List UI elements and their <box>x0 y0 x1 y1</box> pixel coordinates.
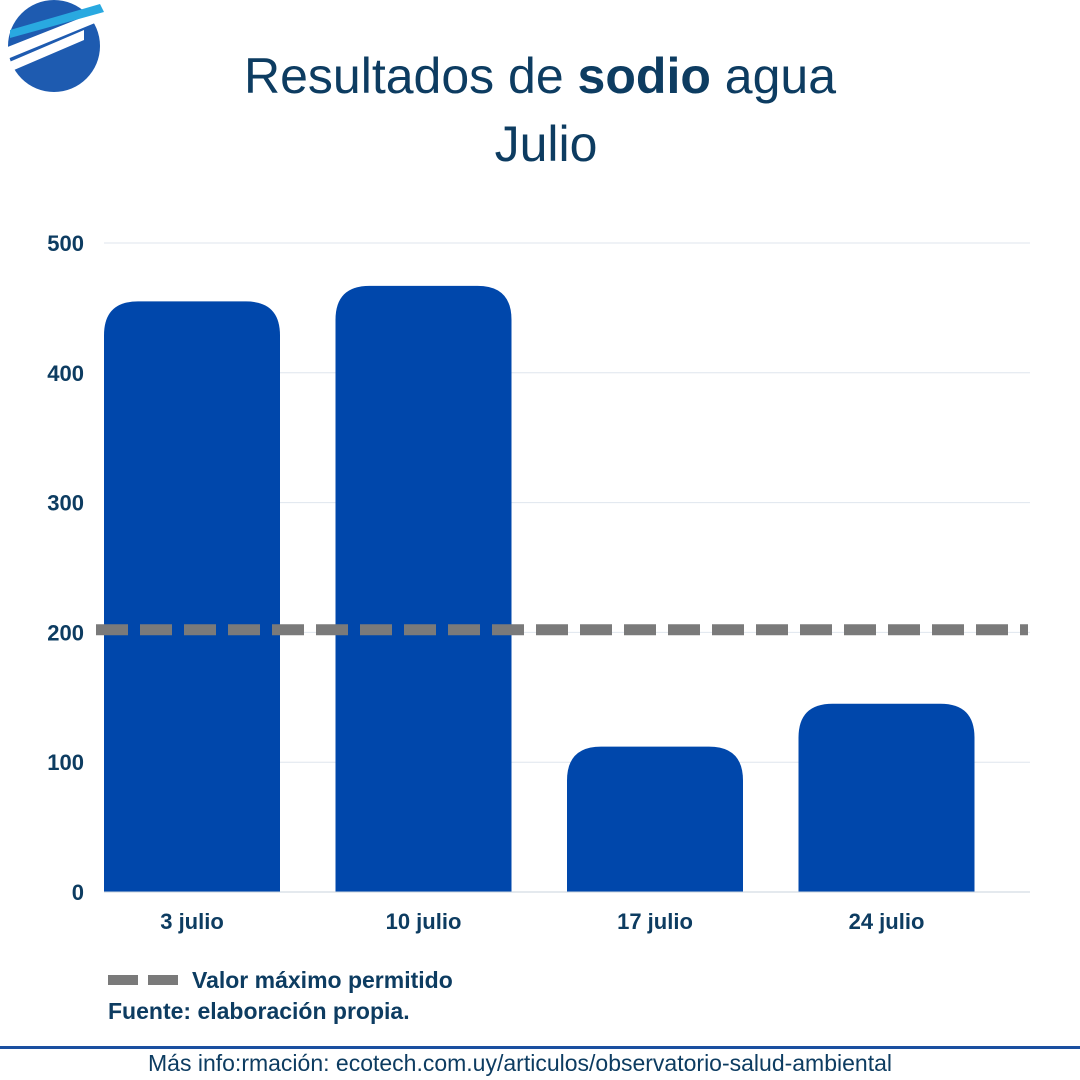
y-tick-label: 100 <box>47 750 84 775</box>
x-category-label: 17 julio <box>617 909 693 934</box>
y-tick-label: 300 <box>47 491 84 516</box>
x-category-label: 3 julio <box>160 909 224 934</box>
logo-icon <box>0 0 112 92</box>
legend-dash-icon <box>108 975 180 985</box>
x-category-label: 10 julio <box>386 909 462 934</box>
x-category-label: 24 julio <box>849 909 925 934</box>
bar <box>335 285 512 893</box>
bar <box>104 301 280 892</box>
chart-subtitle: Julio <box>494 116 598 172</box>
chart-title: Resultados de sodio agua <box>244 48 836 104</box>
y-tick-label: 200 <box>47 620 84 645</box>
y-tick-label: 500 <box>47 231 84 256</box>
bar <box>567 746 743 892</box>
title-bold-word: sodio <box>577 48 711 104</box>
source-note: Fuente: elaboración propia. <box>108 998 410 1024</box>
y-tick-label: 0 <box>72 880 84 905</box>
bar <box>798 703 975 892</box>
bar-chart: 0 100 200 300 400 500 3 julio 10 julio 17 julio 2… <box>47 231 1030 934</box>
y-tick-label: 400 <box>47 361 84 386</box>
footer-divider <box>0 1046 1080 1049</box>
legend: Valor máximo permitido <box>108 964 453 996</box>
legend-label: Valor máximo permitido <box>192 966 453 993</box>
footer-link-text: Más info:rmación: ecotech.com.uy/articul… <box>148 1050 892 1076</box>
